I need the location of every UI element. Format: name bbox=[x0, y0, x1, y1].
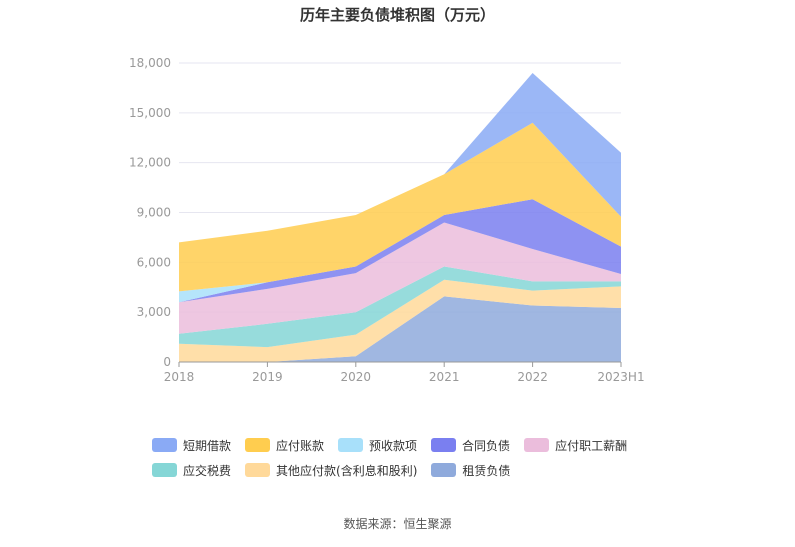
legend-swatch bbox=[338, 438, 364, 452]
x-axis-labels: 2018 2019 2020 2021 2022 2023H1 bbox=[164, 370, 645, 384]
x-tick-label: 2020 bbox=[341, 370, 372, 384]
legend-row: 短期借款 应付账款 预收款项 合同负债 应付职工薪酬 bbox=[152, 438, 672, 453]
x-tick-label: 2023H1 bbox=[597, 370, 644, 384]
legend-item[interactable]: 其他应付款(含利息和股利) bbox=[245, 463, 418, 478]
area-series bbox=[179, 73, 621, 362]
y-tick-label: 12,000 bbox=[129, 156, 171, 170]
y-tick-label: 3,000 bbox=[137, 305, 171, 319]
legend-label: 应交税费 bbox=[183, 463, 232, 478]
legend-label: 合同负债 bbox=[462, 438, 511, 453]
x-tick-label: 2022 bbox=[517, 370, 548, 384]
legend-item[interactable]: 应付职工薪酬 bbox=[524, 438, 628, 453]
x-tick-label: 2018 bbox=[164, 370, 195, 384]
area-series-预收款项 bbox=[179, 199, 621, 303]
area-series-应付职工薪酬 bbox=[179, 222, 621, 334]
legend-swatch bbox=[431, 463, 457, 477]
legend-swatch bbox=[152, 463, 177, 477]
area-series-应交税费 bbox=[179, 266, 621, 348]
legend-label: 其他应付款(含利息和股利) bbox=[276, 463, 418, 478]
legend-label: 应付账款 bbox=[276, 438, 325, 453]
legend-item[interactable]: 应付账款 bbox=[245, 438, 325, 453]
legend-item[interactable]: 短期借款 bbox=[152, 438, 232, 453]
legend-swatch bbox=[245, 438, 271, 452]
y-axis-labels: 0 3,000 6,000 9,000 12,000 15,000 18,000 bbox=[129, 56, 171, 369]
legend-item[interactable]: 预收款项 bbox=[338, 438, 418, 453]
y-tick-label: 0 bbox=[163, 355, 171, 369]
legend-item[interactable]: 应交税费 bbox=[152, 463, 232, 478]
y-tick-label: 6,000 bbox=[137, 255, 171, 269]
legend-item[interactable]: 合同负债 bbox=[431, 438, 511, 453]
y-tick-label: 9,000 bbox=[137, 206, 171, 220]
area-series-其他应付款(含利息和股利) bbox=[179, 279, 621, 362]
legend-row: 应交税费 其他应付款(含利息和股利) 租赁负债 bbox=[152, 463, 672, 478]
legend-label: 租赁负债 bbox=[462, 463, 511, 478]
x-tick-label: 2019 bbox=[252, 370, 283, 384]
legend-swatch bbox=[245, 463, 271, 477]
source-text: 数据来源：恒生聚源 bbox=[343, 517, 452, 531]
legend-swatch bbox=[152, 438, 177, 452]
area-series-租赁负债 bbox=[179, 296, 621, 362]
area-series-合同负债 bbox=[179, 199, 621, 303]
legend-item[interactable]: 租赁负债 bbox=[431, 463, 511, 478]
legend-swatch bbox=[431, 438, 457, 452]
legend: 短期借款 应付账款 预收款项 合同负债 应付职工薪酬应交税费 其他应付款(含利息和股利) 租… bbox=[152, 438, 672, 488]
chart-title: 历年主要负债堆积图（万元） bbox=[299, 6, 495, 24]
y-tick-label: 18,000 bbox=[129, 56, 171, 70]
axes bbox=[178, 361, 622, 367]
legend-label: 应付职工薪酬 bbox=[555, 438, 628, 453]
legend-swatch bbox=[524, 438, 550, 452]
legend-label: 短期借款 bbox=[183, 438, 232, 453]
area-series-短期借款 bbox=[179, 73, 621, 243]
legend-label: 预收款项 bbox=[369, 438, 418, 453]
area-series-应付账款 bbox=[179, 122, 621, 292]
x-tick-label: 2021 bbox=[429, 370, 460, 384]
y-tick-label: 15,000 bbox=[129, 106, 171, 120]
